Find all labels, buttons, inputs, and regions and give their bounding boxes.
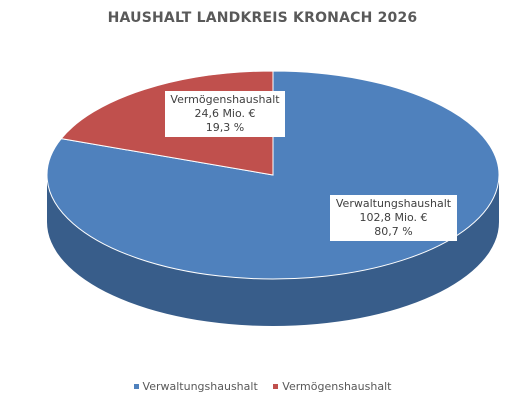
slice-name: Verwaltungshaushalt [335,197,452,210]
legend-swatch [273,383,279,389]
slice-label-vermoegenshaushalt: Vermögenshaushalt 24,6 Mio. € 19,3 % [165,91,285,137]
chart-legend: Verwaltungshaushalt Vermögenshaushalt [0,380,525,393]
legend-label: Verwaltungshaushalt [142,380,258,393]
slice-percent: 80,7 % [374,225,413,238]
slice-value: 102,8 Mio. € [359,211,428,224]
slice-percent: 19,3 % [205,121,245,134]
slice-side-verwaltungshaushalt [47,175,499,326]
chart-title: HAUSHALT LANDKREIS KRONACH 2026 [107,10,418,26]
slice-value: 24,6 Mio. € [194,107,256,120]
legend-item-vermoegenshaushalt: Vermögenshaushalt [273,380,391,393]
legend-item-verwaltungshaushalt: Verwaltungshaushalt [133,380,258,393]
slice-name: Vermögenshaushalt [170,93,280,106]
slice-label-verwaltungshaushalt: Verwaltungshaushalt 102,8 Mio. € 80,7 % [330,195,457,241]
legend-swatch [133,383,139,389]
legend-label: Vermögenshaushalt [282,380,392,393]
